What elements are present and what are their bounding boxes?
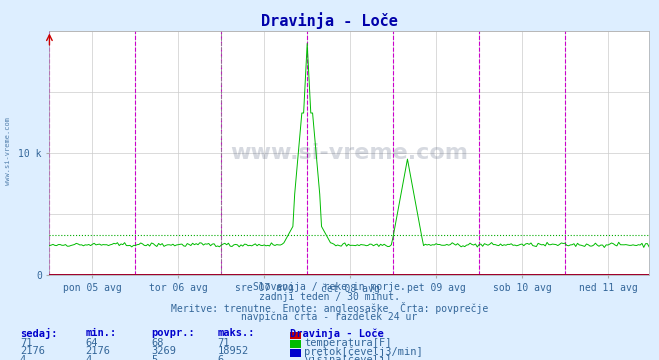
Text: Slovenija / reke in morje.: Slovenija / reke in morje. (253, 282, 406, 292)
Text: pretok[čevelj3/min]: pretok[čevelj3/min] (304, 346, 423, 357)
Text: 68: 68 (152, 338, 164, 348)
Text: povpr.:: povpr.: (152, 328, 195, 338)
Text: 3269: 3269 (152, 346, 177, 356)
Text: maks.:: maks.: (217, 328, 255, 338)
Text: www.si-vreme.com: www.si-vreme.com (5, 117, 11, 185)
Text: sedaj:: sedaj: (20, 328, 57, 339)
Text: 2176: 2176 (20, 346, 45, 356)
Text: temperatura[F]: temperatura[F] (304, 338, 392, 348)
Text: 4: 4 (86, 355, 92, 360)
Text: 4: 4 (20, 355, 26, 360)
Text: Dravinja - Loče: Dravinja - Loče (261, 13, 398, 30)
Text: Dravinja - Loče: Dravinja - Loče (290, 328, 384, 339)
Text: 6: 6 (217, 355, 223, 360)
Text: min.:: min.: (86, 328, 117, 338)
Text: 71: 71 (20, 338, 32, 348)
Text: navpična črta - razdelek 24 ur: navpična črta - razdelek 24 ur (241, 312, 418, 322)
Text: 71: 71 (217, 338, 230, 348)
Text: višina[čevelj]: višina[čevelj] (304, 355, 392, 360)
Text: 2176: 2176 (86, 346, 111, 356)
Text: zadnji teden / 30 minut.: zadnji teden / 30 minut. (259, 292, 400, 302)
Text: www.si-vreme.com: www.si-vreme.com (230, 143, 469, 163)
Text: Meritve: trenutne  Enote: angleosaške  Črta: povprečje: Meritve: trenutne Enote: angleosaške Črt… (171, 302, 488, 314)
Text: 5: 5 (152, 355, 158, 360)
Text: 64: 64 (86, 338, 98, 348)
Text: 18952: 18952 (217, 346, 248, 356)
